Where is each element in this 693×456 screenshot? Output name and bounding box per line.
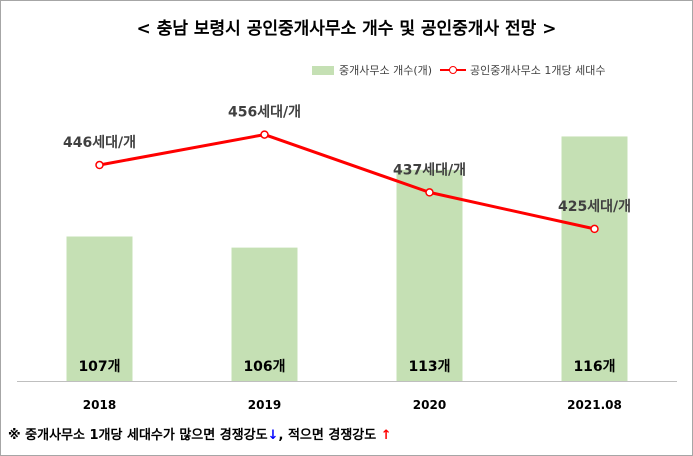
bar-data-label-0: 107개 [78,359,120,375]
bar-2 [396,169,463,381]
x-tick-label-3: 2021.08 [567,398,622,412]
bar-0 [66,236,133,381]
line-data-label-3: 425세대/개 [558,199,631,215]
bar-3 [561,136,628,381]
bar-1 [231,247,298,381]
legend-swatch-line [440,65,467,75]
footnote-text-before: ※ 중개사무소 1개당 세대수가 많으면 경쟁강도 [8,428,268,443]
bar-data-label-2: 113개 [408,359,450,375]
line-data-label-0: 446세대/개 [63,135,136,151]
bar-data-label-1: 106개 [243,359,285,375]
line-point-3 [590,224,599,234]
legend-swatch-bar [312,65,334,75]
x-tick-label-1: 2019 [248,398,281,412]
line-series [99,133,595,231]
line-point-2 [425,188,434,197]
legend-label-bar: 중개사무소 개수(개) [339,64,433,77]
line-data-label-2: 437세대/개 [393,162,466,178]
x-tick-label-2: 2020 [413,398,446,412]
footnote: ※ 중개사무소 1개당 세대수가 많으면 경쟁강도↓, 적으면 경쟁강도 ↑ [8,424,392,443]
legend-item-bar: 중개사무소 개수(개) [312,62,432,78]
line-point-0 [95,160,104,170]
footnote-text-middle: , 적으면 경쟁강도 [278,428,381,443]
line-point-1 [260,130,269,139]
chart-legend: 중개사무소 개수(개) 공인중개사무소 1개당 세대수 [312,62,613,78]
x-tick-label-0: 2018 [83,398,116,412]
legend-item-line: 공인중개사무소 1개당 세대수 [440,62,605,78]
chart-title: < 충남 보령시 공인중개사무소 개수 및 공인중개사 전망 > [136,19,557,39]
arrow-down-icon: ↓ [267,428,279,443]
legend-label-line: 공인중개사무소 1개당 세대수 [470,64,606,77]
line-data-label-1: 456세대/개 [228,105,301,121]
arrow-up-icon: ↑ [380,428,392,443]
bar-data-label-3: 116개 [573,359,615,375]
